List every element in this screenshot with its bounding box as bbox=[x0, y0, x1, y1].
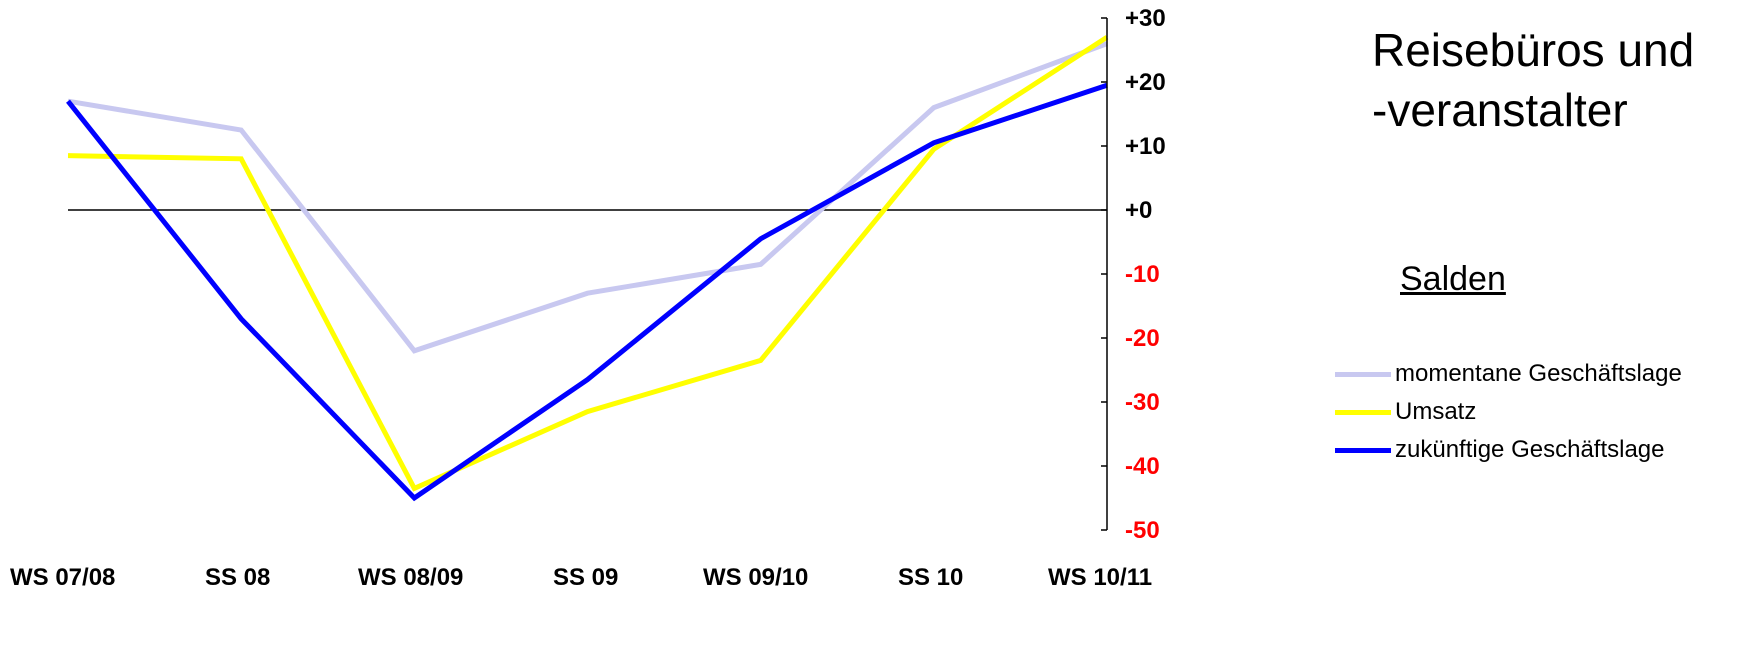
series-line-1 bbox=[67, 41, 1108, 354]
y-tick-label: -10 bbox=[1125, 261, 1160, 288]
legend-item: momentane Geschäftslage bbox=[1335, 355, 1682, 393]
legend-swatch bbox=[1335, 447, 1391, 453]
legend-item: Umsatz bbox=[1335, 393, 1682, 431]
x-category-label: WS 07/08 bbox=[10, 564, 115, 591]
series-line-2 bbox=[67, 35, 1109, 492]
legend: momentane Geschäftslage Umsatz zukünftige … bbox=[1335, 355, 1682, 469]
y-tick-label: -50 bbox=[1125, 517, 1160, 544]
legend-label: momentane Geschäftslage bbox=[1395, 360, 1682, 387]
chart-title-line-1: Reisebüros und bbox=[1372, 24, 1695, 76]
y-tick-label: -20 bbox=[1125, 325, 1160, 352]
legend-label: zukünftige Geschäftslage bbox=[1395, 436, 1665, 463]
y-tick-label: +20 bbox=[1125, 69, 1166, 96]
y-tick-label: +30 bbox=[1125, 5, 1166, 32]
legend-swatch bbox=[1335, 409, 1391, 415]
y-tick-label: -40 bbox=[1125, 453, 1160, 480]
x-category-label: SS 09 bbox=[553, 564, 618, 591]
chart-title: Reisebüros und -veranstalter bbox=[1372, 20, 1694, 140]
x-category-label: SS 10 bbox=[898, 564, 963, 591]
chart-subtitle: Salden bbox=[1400, 260, 1506, 298]
legend-item: zukünftige Geschäftslage bbox=[1335, 431, 1682, 469]
x-category-label: WS 10/11 bbox=[1048, 564, 1152, 591]
x-category-label: SS 08 bbox=[205, 564, 270, 591]
series-line-3 bbox=[66, 82, 1108, 502]
x-category-label: WS 08/09 bbox=[358, 564, 463, 591]
x-category-label: WS 09/10 bbox=[703, 564, 808, 591]
legend-label: Umsatz bbox=[1395, 398, 1477, 425]
legend-swatch bbox=[1335, 371, 1391, 377]
y-tick-label: -30 bbox=[1125, 389, 1160, 416]
chart-title-line-2: -veranstalter bbox=[1372, 84, 1628, 136]
y-tick-label: +0 bbox=[1125, 197, 1152, 224]
y-tick-label: +10 bbox=[1125, 133, 1166, 160]
